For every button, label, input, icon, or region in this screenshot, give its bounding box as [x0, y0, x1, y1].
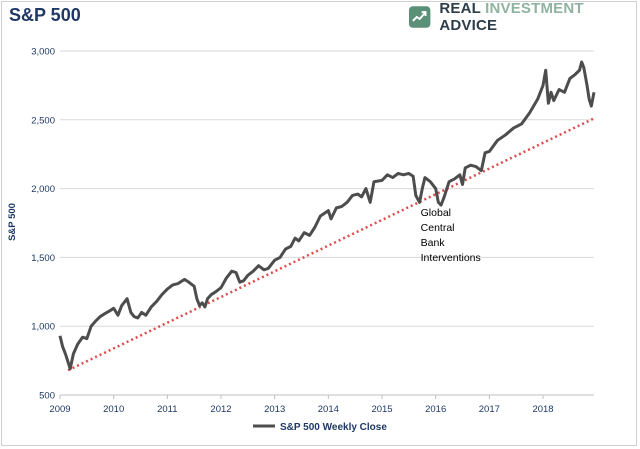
y-axis-ticks: 500 1,000 1,500 2,000 2,500 3,000: [31, 47, 55, 402]
annotation-line: Bank: [421, 237, 446, 249]
series-line-sp500: [58, 60, 596, 371]
x-tick-label: 2017: [479, 404, 500, 415]
chart-trend-logo-icon: [408, 6, 431, 28]
brand-name-accent: INVESTMENT: [485, 0, 584, 17]
annotation-line: Global: [421, 207, 451, 219]
x-tick-label: 2011: [157, 404, 177, 415]
x-tick-label: 2013: [264, 404, 285, 415]
brand-name-main: REAL: [439, 0, 486, 17]
x-tick-label: 2015: [371, 404, 392, 415]
brand-name: REAL INVESTMENT ADVICE: [439, 0, 640, 34]
y-tick-label: 500: [39, 391, 55, 402]
annotation-line: Central: [421, 222, 455, 234]
x-tick-label: 2012: [210, 404, 231, 415]
y-axis-label: S&P 500: [7, 203, 18, 241]
x-tick-label: 2010: [103, 404, 124, 415]
gridlines: [60, 50, 594, 327]
y-tick-label: 1,500: [31, 253, 55, 264]
legend-label: S&P 500 Weekly Close: [280, 422, 387, 433]
y-tick-label: 1,000: [31, 322, 55, 333]
legend: S&P 500 Weekly Close: [253, 422, 387, 433]
trendline: [67, 117, 595, 372]
annotation-interventions: Global Central Bank Interventions: [421, 207, 481, 264]
annotation-line: Interventions: [421, 252, 481, 264]
x-tick-label: 2018: [532, 404, 553, 415]
x-tick-label: 2009: [49, 404, 70, 415]
chart-title: S&P 500: [9, 5, 81, 25]
x-tick-label: 2014: [318, 404, 339, 415]
x-tick-label: 2016: [425, 404, 446, 415]
y-tick-label: 3,000: [31, 47, 55, 58]
y-tick-label: 2,000: [31, 184, 55, 195]
y-tick-label: 2,500: [31, 115, 55, 126]
brand-name-end: ADVICE: [439, 17, 498, 34]
x-axis-ticks: 2009 2010 2011 2012 2013 2014 2015 2016 2017 2018: [49, 395, 554, 415]
brand-logo: REAL INVESTMENT ADVICE: [408, 0, 640, 34]
